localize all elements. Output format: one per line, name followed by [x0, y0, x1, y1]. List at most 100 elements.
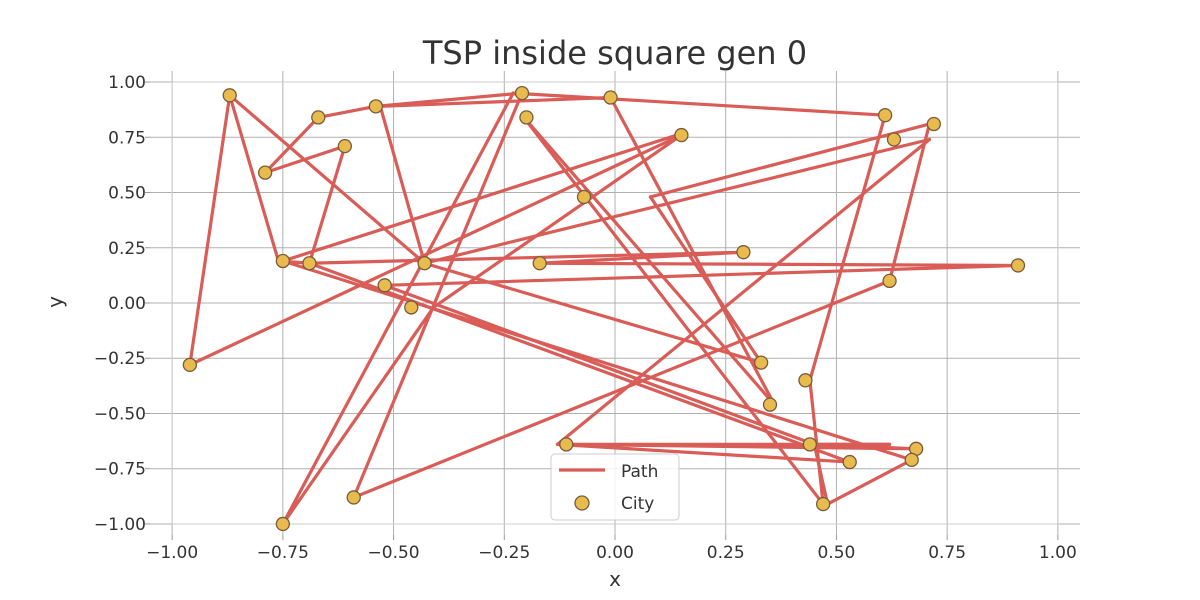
path-segment: [564, 442, 918, 451]
y-tick-label: −1.00: [94, 515, 146, 535]
path-segment: [307, 250, 746, 265]
path-segment: [555, 442, 852, 464]
path-segment: [555, 137, 932, 447]
path-segment: [316, 104, 378, 120]
city-point: [815, 496, 831, 512]
city-point: [877, 108, 893, 123]
y-tick-label: −0.50: [94, 404, 146, 424]
city-point: [532, 256, 547, 271]
legend-city-swatch: [574, 495, 590, 511]
city-point: [275, 516, 291, 532]
path-segment: [812, 442, 830, 506]
path-segment: [511, 91, 887, 117]
path-segment: [520, 113, 777, 407]
city-point: [302, 256, 317, 271]
x-tick-label: −0.25: [478, 543, 530, 563]
path-segment: [307, 261, 852, 464]
city-point: [926, 116, 942, 132]
path-segment: [422, 261, 763, 365]
legend-path-label: Path: [621, 462, 658, 482]
city-point: [404, 300, 419, 315]
y-tick-label: 0.75: [108, 128, 146, 148]
path-segment: [307, 144, 347, 265]
x-tick-label: −0.50: [368, 543, 420, 563]
city-point: [576, 189, 592, 205]
path-segment: [352, 279, 892, 500]
y-tick-label: 0.50: [108, 184, 146, 204]
city-point: [753, 355, 769, 370]
path-segment: [808, 113, 887, 382]
path-segment: [188, 93, 232, 367]
city-point: [346, 490, 361, 505]
path-segment: [825, 458, 914, 506]
path-segment: [281, 259, 914, 462]
city-point: [886, 132, 902, 147]
path-segment: [228, 93, 281, 263]
path-segment: [520, 113, 825, 506]
city-point: [842, 454, 857, 470]
path-segment: [352, 91, 524, 500]
legend-city-label: City: [621, 494, 654, 514]
city-series: [182, 85, 1026, 532]
path-segment: [263, 115, 320, 175]
path-segment: [374, 91, 524, 108]
path-segment: [383, 263, 1020, 287]
path-segment: [378, 104, 427, 265]
city-point: [417, 256, 432, 271]
x-tick-label: 0.00: [596, 543, 634, 563]
y-tick-label: 0.25: [108, 239, 146, 259]
city-point: [762, 397, 778, 412]
city-point: [311, 110, 326, 125]
x-tick-label: 0.75: [928, 543, 966, 563]
x-axis-ticks: −1.00 −0.75 −0.50 −0.25 0.00 0.25 0.50 0.75 1.00: [146, 535, 1077, 563]
path-segment: [887, 122, 932, 283]
path-segment: [281, 133, 679, 263]
path-segment: [648, 195, 763, 365]
city-point: [802, 437, 818, 452]
x-tick-label: −1.00: [146, 543, 198, 563]
path-series: [188, 91, 1020, 526]
y-tick-label: −0.25: [94, 349, 146, 369]
city-point: [882, 273, 897, 289]
city-point: [368, 99, 384, 114]
city-point: [519, 110, 534, 125]
path-segment: [648, 122, 932, 199]
city-point: [674, 127, 689, 143]
x-tick-label: 0.50: [817, 543, 855, 563]
chart-title: TSP inside square gen 0: [422, 34, 807, 72]
path-segment: [383, 283, 816, 447]
y-tick-label: −0.75: [94, 460, 146, 480]
city-point: [798, 373, 813, 388]
city-point: [377, 278, 392, 293]
x-tick-label: 1.00: [1039, 543, 1077, 563]
city-point: [559, 437, 574, 452]
y-axis-label: y: [43, 296, 67, 308]
x-tick-label: −0.75: [257, 543, 309, 563]
legend: Path City: [550, 453, 680, 521]
city-point: [337, 138, 353, 154]
square-boundary: [171, 81, 1059, 525]
y-axis-ticks: 1.00 0.75 0.50 0.25 0.00 −0.25 −0.50 −0.75 −1.00: [94, 73, 150, 535]
x-tick-label: 0.25: [707, 543, 745, 563]
city-point: [736, 245, 751, 260]
y-tick-label: 1.00: [108, 73, 146, 93]
path-segment: [538, 250, 746, 265]
path-segment: [228, 93, 427, 265]
city-point: [603, 90, 618, 105]
x-axis-label: x: [609, 567, 621, 591]
city-point: [1010, 258, 1026, 273]
city-point: [904, 452, 919, 468]
city-point: [257, 165, 273, 180]
legend-box: [550, 453, 680, 521]
city-point: [182, 357, 198, 373]
city-point: [514, 85, 530, 101]
path-segment: [281, 91, 515, 526]
path-segment: [188, 133, 684, 367]
y-tick-label: 0.00: [108, 294, 146, 314]
city-point: [222, 88, 237, 103]
path-segment: [281, 305, 436, 526]
path-segment: [263, 144, 347, 175]
path-segment: [378, 95, 613, 108]
city-point: [275, 253, 291, 269]
